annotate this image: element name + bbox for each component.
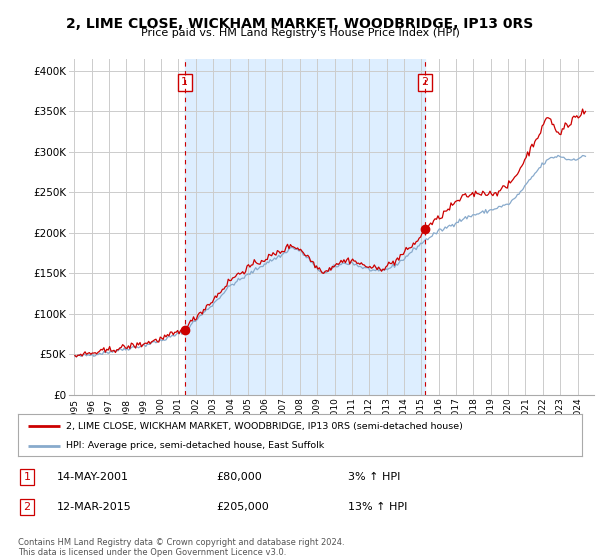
Bar [185,59,425,395]
Text: 1: 1 [23,472,31,482]
Text: 1: 1 [181,77,188,87]
Text: 2, LIME CLOSE, WICKHAM MARKET, WOODBRIDGE, IP13 0RS: 2, LIME CLOSE, WICKHAM MARKET, WOODBRIDG… [67,17,533,31]
Text: 13% ↑ HPI: 13% ↑ HPI [348,502,407,512]
Text: Price paid vs. HM Land Registry's House Price Index (HPI): Price paid vs. HM Land Registry's House … [140,28,460,38]
Text: 2: 2 [421,77,428,87]
Text: 2, LIME CLOSE, WICKHAM MARKET, WOODBRIDGE, IP13 0RS (semi-detached house): 2, LIME CLOSE, WICKHAM MARKET, WOODBRIDG… [66,422,463,431]
Text: 3% ↑ HPI: 3% ↑ HPI [348,472,400,482]
Text: £80,000: £80,000 [216,472,262,482]
Text: Contains HM Land Registry data © Crown copyright and database right 2024.
This d: Contains HM Land Registry data © Crown c… [18,538,344,557]
Text: 12-MAR-2015: 12-MAR-2015 [57,502,132,512]
Text: 2: 2 [23,502,31,512]
Text: £205,000: £205,000 [216,502,269,512]
Text: 14-MAY-2001: 14-MAY-2001 [57,472,129,482]
Text: HPI: Average price, semi-detached house, East Suffolk: HPI: Average price, semi-detached house,… [66,441,324,450]
